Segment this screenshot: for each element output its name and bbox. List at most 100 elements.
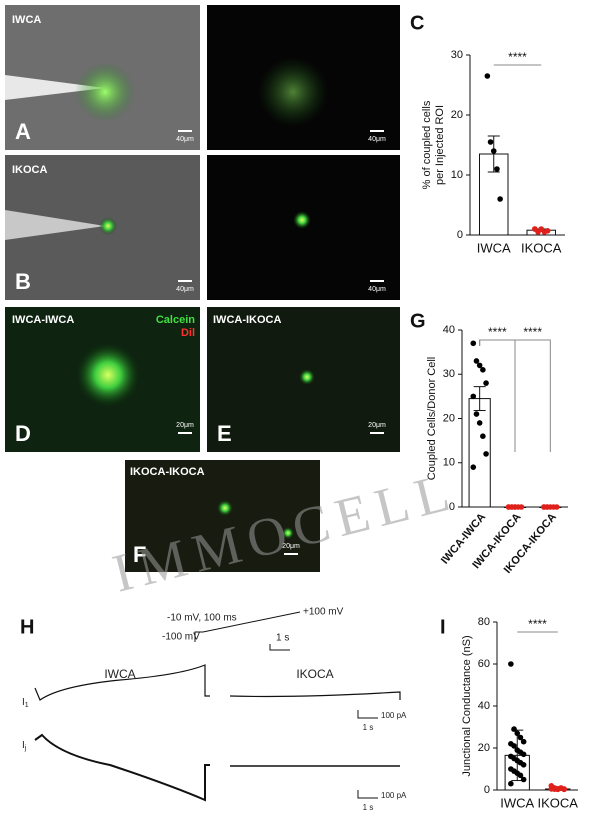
traces (34, 611, 401, 802)
data-point (520, 738, 527, 745)
panel-letter: G (410, 310, 426, 332)
data-point (487, 139, 494, 145)
protocol-label: +100 mV (303, 607, 344, 618)
y-tick-label: 20 (443, 412, 455, 424)
data-point (517, 772, 524, 779)
row-label: I1 (22, 697, 29, 709)
panel-letter: E (217, 421, 232, 446)
y-tick-label: 60 (478, 658, 490, 670)
protocol-label: 1 s (276, 633, 289, 644)
trace-ij-wt (34, 733, 210, 802)
panel-letter: I (440, 616, 446, 638)
data-point (561, 786, 567, 793)
panel-letter: C (410, 12, 424, 34)
charts: 0 10 20 30 % of coupled cells per Injected RO… (421, 49, 578, 811)
row-label: I (22, 697, 25, 708)
significance: **** (508, 50, 527, 64)
legend: Dil (181, 327, 195, 339)
data-point (511, 726, 517, 732)
micrographs (5, 5, 400, 572)
data-point (480, 433, 486, 440)
significance: **** (523, 325, 542, 339)
data-point (532, 226, 538, 232)
label: IWCA (12, 14, 41, 26)
data-point (512, 504, 518, 510)
data-point (480, 367, 486, 373)
label: IWCA-IKOCA (213, 314, 281, 326)
data-point (553, 504, 560, 510)
x-tick-label: IWCA (500, 795, 534, 810)
scale-bar (269, 644, 290, 651)
panel-letter: F (133, 542, 146, 567)
y-tick-label: 0 (457, 229, 463, 241)
scale-bar (357, 710, 378, 719)
data-point (484, 73, 491, 79)
micrograph-labels: IWCA IKOCA IWCA-IWCA IWCA-IKOCA IKOCA-IK… (12, 14, 386, 567)
protocol-label: -100 mV (162, 632, 200, 643)
data-point (470, 464, 477, 470)
scale-bar-label: 40μm (176, 136, 194, 143)
data-point (544, 228, 551, 234)
data-point (508, 780, 514, 787)
data-point (470, 393, 477, 400)
scale-bar-label: 40μm (368, 286, 386, 293)
data-point (476, 420, 483, 426)
column-label: IWCA (104, 667, 135, 681)
cell (299, 369, 315, 385)
y-axis-label: Junctional Conductance (nS) (461, 635, 473, 776)
pipette (5, 75, 105, 100)
scale-bar (357, 790, 378, 799)
data-point (518, 504, 525, 510)
y-axis-label: Coupled Cells/Donor Cell (426, 357, 438, 481)
significance: **** (488, 325, 507, 339)
data-point (490, 148, 497, 154)
panel-letter: B (15, 269, 31, 294)
panel-letter: H (20, 616, 34, 638)
scale-bar-label: 40μm (368, 136, 386, 143)
y-axis-label: % of coupled cells (421, 100, 433, 189)
cell (282, 527, 294, 539)
x-tick-label: IWCA (477, 240, 511, 255)
label: IKOCA (12, 164, 48, 176)
scale-label: 100 pA (381, 791, 407, 800)
panel-letter: D (15, 421, 31, 446)
y-tick-label: 20 (451, 109, 463, 121)
y-axis-label: per Injected ROI (434, 105, 446, 185)
data-point (520, 762, 527, 768)
label: IKOCA-IKOCA (130, 466, 205, 478)
scale-label: 1 s (363, 803, 374, 812)
data-point (508, 661, 514, 667)
trace-i1-wt (34, 664, 210, 701)
data-point (473, 358, 480, 364)
glow (258, 57, 328, 127)
y-tick-label: 10 (451, 169, 463, 181)
data-point (511, 743, 517, 749)
significance: **** (528, 617, 547, 631)
legend: Calcein (156, 314, 195, 326)
scale-bar-label: 20μm (176, 422, 194, 429)
cell (99, 217, 117, 235)
scale-bar-label: 40μm (176, 286, 194, 293)
glow (75, 62, 135, 122)
x-tick-label: IKOCA (538, 795, 579, 810)
y-tick-label: 0 (449, 501, 455, 513)
cell (217, 500, 233, 516)
row-label: Ij (22, 740, 27, 752)
data-point (544, 504, 550, 510)
y-tick-label: 30 (451, 49, 463, 61)
row-label: I (22, 740, 25, 751)
row-sub: 1 (25, 702, 29, 709)
data-point (476, 362, 483, 369)
data-point (520, 776, 527, 783)
scale-bar-label: 20μm (368, 422, 386, 429)
data-point (470, 340, 477, 347)
y-tick-label: 30 (443, 368, 455, 380)
x-tick-label: IKOCA (521, 240, 562, 255)
y-tick-label: 0 (484, 784, 490, 796)
significance-bracket (479, 339, 551, 452)
data-point (483, 451, 489, 457)
y-tick-label: 20 (478, 742, 490, 754)
data-point (483, 380, 489, 386)
y-tick-label: 10 (443, 457, 455, 469)
